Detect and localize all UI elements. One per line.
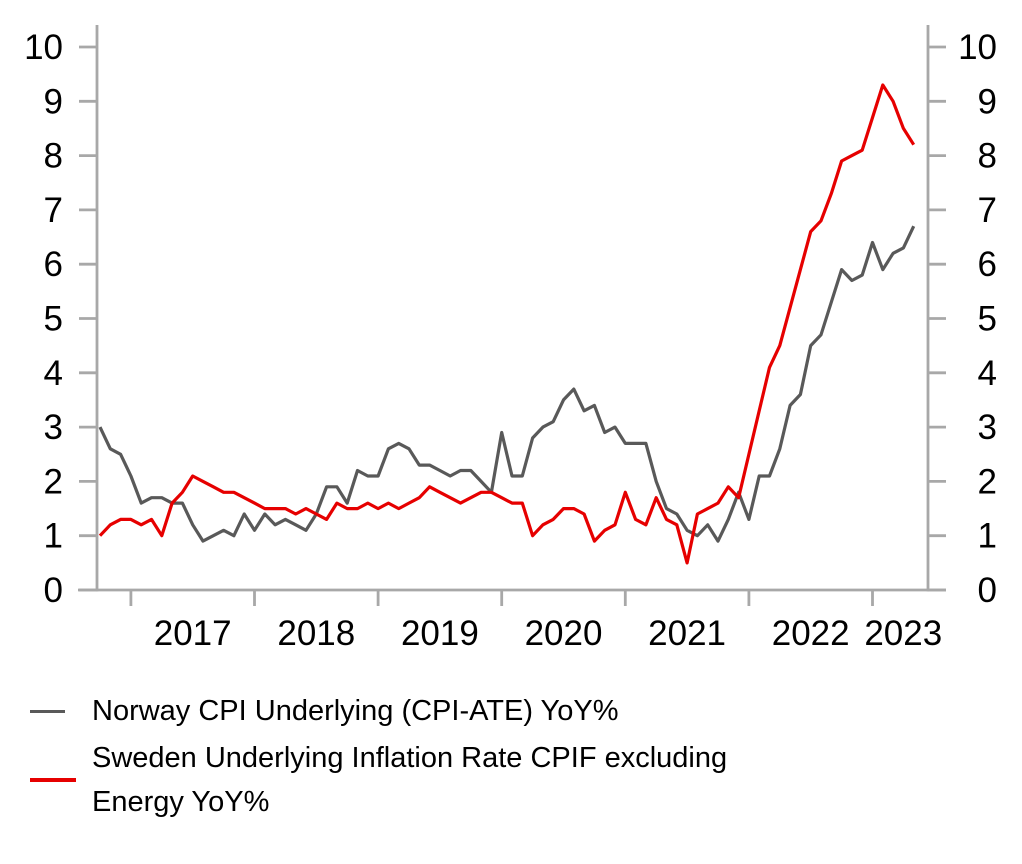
legend-item-norway: Norway CPI Underlying (CPI-ATE) YoY% (30, 689, 790, 733)
x-tick-label-2017: 2017 (154, 614, 232, 653)
y-tick-label-right-2: 2 (978, 462, 997, 501)
y-tick-label-left-10: 10 (24, 28, 63, 67)
norway-line-swatch-icon (30, 709, 65, 713)
x-tick-label-2023: 2023 (864, 614, 942, 653)
y-tick-label-left-6: 6 (44, 245, 63, 284)
legend-label-norway: Norway CPI Underlying (CPI-ATE) YoY% (92, 695, 619, 727)
y-tick-label-left-8: 8 (44, 137, 63, 176)
y-tick-label-right-1: 1 (978, 517, 997, 556)
y-tick-label-left-7: 7 (44, 191, 63, 230)
legend-label-sweden-line1: Sweden Underlying Inflation Rate CPIF ex… (92, 742, 728, 774)
y-tick-label-right-0: 0 (978, 571, 997, 610)
y-tick-label-left-9: 9 (44, 82, 63, 121)
y-tick-label-right-6: 6 (978, 245, 997, 284)
y-tick-label-left-2: 2 (44, 462, 63, 501)
y-tick-label-left-5: 5 (44, 300, 63, 339)
series-sweden-line (98, 83, 916, 565)
y-tick-label-right-4: 4 (978, 354, 997, 393)
x-tick-label-2021: 2021 (648, 614, 726, 653)
y-tick-label-right-3: 3 (978, 408, 997, 447)
x-tick-label-2022: 2022 (772, 614, 850, 653)
y-tick-label-right-9: 9 (978, 82, 997, 121)
legend-item-sweden: Sweden Underlying Inflation Rate CPIF ex… (30, 736, 790, 824)
y-tick-label-right-8: 8 (978, 137, 997, 176)
y-tick-label-right-7: 7 (978, 191, 997, 230)
y-tick-label-left-1: 1 (44, 517, 63, 556)
y-tick-label-left-0: 0 (44, 571, 63, 610)
inflation-line-chart: 0 0 1 1 2 2 3 3 4 4 5 5 6 6 7 7 8 8 9 9 10 10 2017 2018 2019 2020… (24, 25, 997, 653)
x-tick-label-2019: 2019 (401, 614, 479, 653)
x-tick-label-2018: 2018 (277, 614, 355, 653)
y-tick-label-right-10: 10 (958, 28, 997, 67)
series-norway-line (98, 225, 916, 543)
sweden-line-swatch-icon (30, 778, 76, 782)
legend-label-sweden-line2: Energy YoY% (92, 786, 270, 818)
y-tick-label-left-3: 3 (44, 408, 63, 447)
legend: Norway CPI Underlying (CPI-ATE) YoY% Swe… (30, 689, 790, 824)
y-tick-label-left-4: 4 (44, 354, 63, 393)
x-tick-label-2020: 2020 (525, 614, 603, 653)
y-tick-label-right-5: 5 (978, 300, 997, 339)
